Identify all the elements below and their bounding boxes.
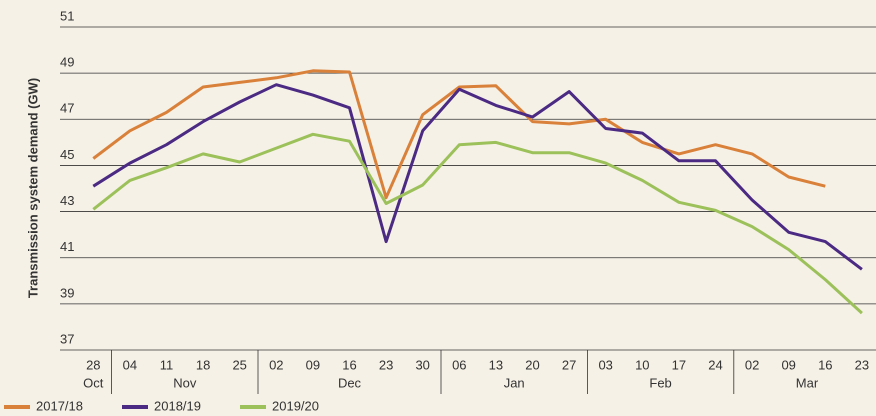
y-tick-label: 41 [60,239,74,254]
x-tick-label: 06 [452,357,466,372]
series-line [92,69,826,200]
y-tick-label: 49 [60,55,74,70]
x-tick-label: 16 [818,357,832,372]
x-tick-label: 30 [415,357,429,372]
month-label: Dec [338,375,362,390]
x-tick-label: 13 [489,357,503,372]
x-tick-label: 17 [672,357,686,372]
x-tick-label: 24 [708,357,722,372]
x-tick-label: 20 [525,357,539,372]
series-line [92,83,863,271]
x-tick-label: 28 [86,357,100,372]
x-tick-label: 02 [269,357,283,372]
x-tick-label: 10 [635,357,649,372]
month-label: Nov [173,375,197,390]
legend-label: 2018/19 [154,398,201,413]
x-tick-label: 23 [379,357,393,372]
month-label: Oct [83,375,104,390]
series-line [92,132,863,315]
x-tick-label: 11 [160,357,174,372]
x-tick-label: 03 [598,357,612,372]
legend-label: 2017/18 [36,398,83,413]
x-tick-label: 09 [781,357,795,372]
month-label: Mar [796,375,819,390]
y-tick-label: 43 [60,193,74,208]
x-tick-label: 16 [342,357,356,372]
legend-label: 2019/20 [272,398,319,413]
month-label: Jan [504,375,525,390]
x-tick-label: 27 [562,357,576,372]
y-tick-label: 51 [60,8,74,23]
y-tick-label: 45 [60,147,74,162]
x-tick-label: 04 [123,357,137,372]
y-tick-label: 47 [60,101,74,116]
x-tick-label: 18 [196,357,210,372]
x-tick-label: 09 [306,357,320,372]
x-tick-label: 25 [232,357,246,372]
y-tick-label: 37 [60,331,74,346]
x-tick-label: 02 [745,357,759,372]
month-label: Feb [649,375,671,390]
y-tick-label: 39 [60,285,74,300]
x-tick-label: 23 [855,357,869,372]
y-axis-label: Transmission system demand (GW) [25,78,40,298]
